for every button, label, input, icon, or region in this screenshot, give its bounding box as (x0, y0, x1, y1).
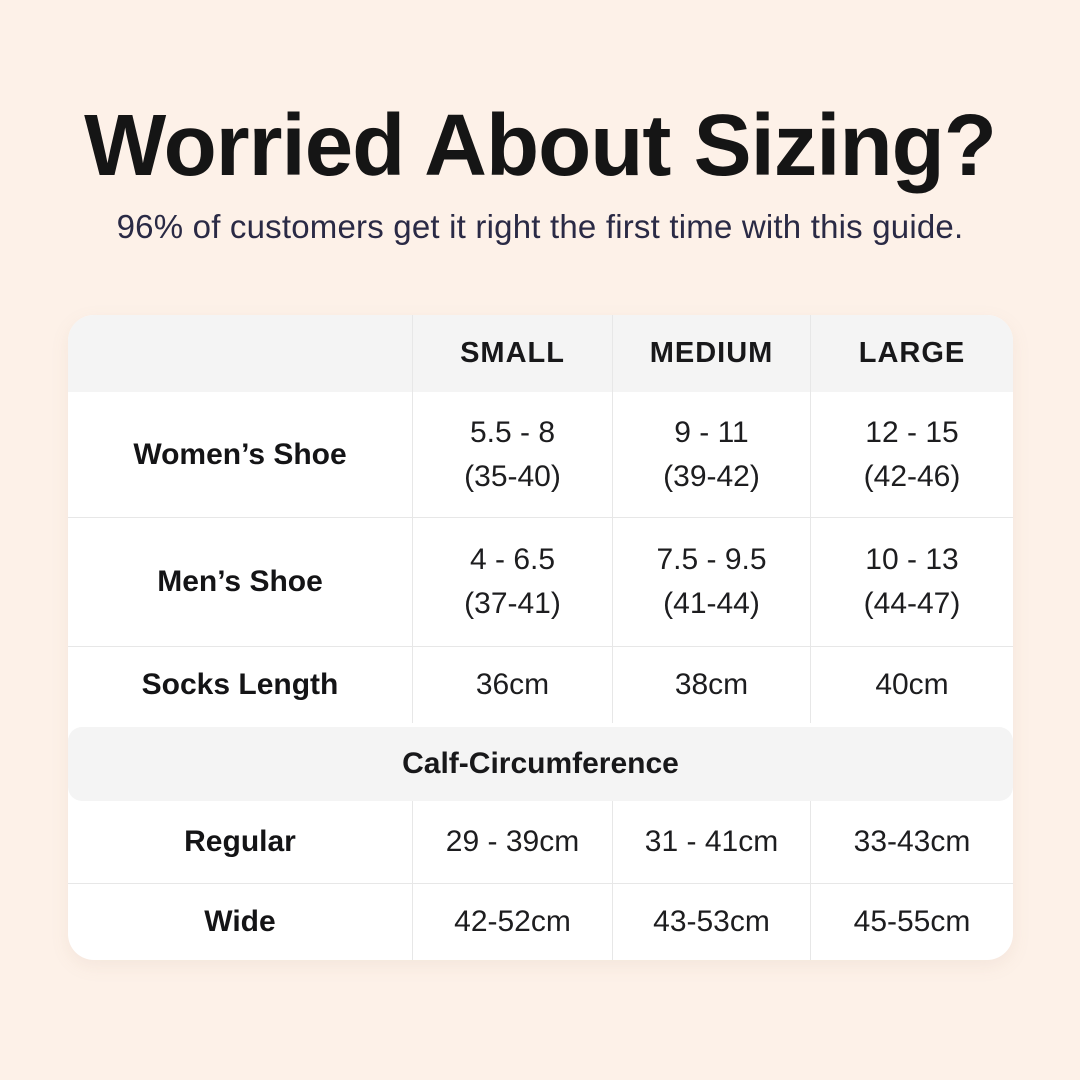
column-header-medium: MEDIUM (612, 315, 810, 392)
row-label-regular: Regular (184, 825, 296, 858)
section-band-row: Calf-Circumference (68, 723, 1013, 801)
table-cell-socks-small: 36cm (412, 646, 612, 723)
cell-line-eu-sizes: (39-42) (663, 459, 760, 493)
table-cell-socks-large: 40cm (810, 646, 1013, 723)
cell-line-eu-sizes: (37-41) (464, 587, 561, 620)
cell-line-sizes: 4 - 6.5 (469, 543, 556, 576)
section-header-calf-circumference: Calf-Circumference (68, 727, 1013, 801)
cell-line-eu-sizes: (44-47) (863, 587, 961, 620)
table-cell-socks-medium: 38cm (612, 646, 810, 723)
cell-line-eu-sizes: (42-46) (863, 459, 961, 493)
page-subtitle: 96% of customers get it right the first … (116, 208, 964, 245)
cell-line-eu-sizes: (41-44) (663, 587, 760, 620)
cell-line-sizes: 5.5 - 8 (469, 415, 556, 449)
size-chart-table: SMALL MEDIUM LARGE Women’s Shoe 5.5 - 8 … (68, 315, 1013, 960)
table-cell-womens-small: 5.5 - 8 (35-40) (412, 392, 612, 517)
table-cell-womens-large: 12 - 15 (42-46) (810, 392, 1013, 517)
table-cell-regular-medium: 31 - 41cm (612, 801, 810, 883)
table-cell-wide-small: 42-52cm (412, 883, 612, 960)
row-label-wide: Wide (68, 883, 412, 960)
table-corner-cell (68, 315, 412, 392)
row-label-womens-shoe: Women’s Shoe (133, 437, 347, 471)
table-cell-womens-medium: 9 - 11 (39-42) (612, 392, 810, 517)
column-header-large: LARGE (810, 315, 1013, 392)
table-cell-wide-medium: 43-53cm (612, 883, 810, 960)
row-label-mens-shoe: Men’s Shoe (68, 517, 412, 646)
cell-line-sizes: 9 - 11 (674, 415, 749, 449)
page-title: Worried About Sizing? (84, 97, 997, 194)
cell-line-sizes: 7.5 - 9.5 (656, 543, 767, 576)
row-label-socks-length: Socks Length (68, 646, 412, 723)
table-cell-regular-large: 33-43cm (810, 801, 1013, 883)
table-cell-wide-large: 45-55cm (810, 883, 1013, 960)
table-cell-mens-large: 10 - 13 (44-47) (810, 517, 1013, 646)
column-header-small: SMALL (412, 315, 612, 392)
table-cell-mens-medium: 7.5 - 9.5 (41-44) (612, 517, 810, 646)
table-cell-mens-small: 4 - 6.5 (37-41) (412, 517, 612, 646)
cell-line-sizes: 10 - 13 (865, 543, 959, 576)
cell-line-eu-sizes: (35-40) (464, 459, 561, 493)
table-cell-regular-small: 29 - 39cm (412, 801, 612, 883)
cell-line-sizes: 12 - 15 (865, 415, 959, 449)
